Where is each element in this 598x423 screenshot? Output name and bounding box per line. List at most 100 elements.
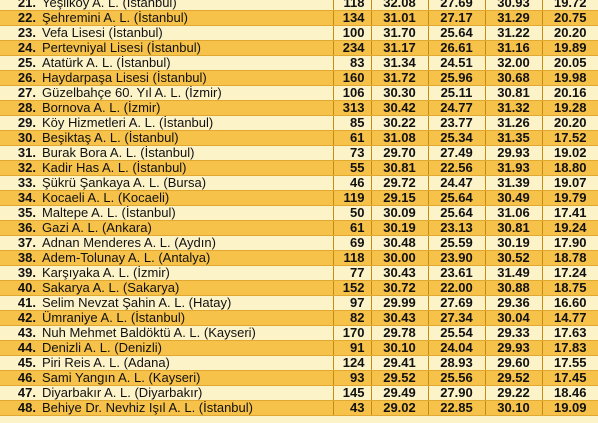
school-name: Haydarpaşa Lisesi (İstanbul) xyxy=(40,70,333,86)
score: 29.22 xyxy=(484,385,542,401)
score: 18.46 xyxy=(541,385,598,401)
rank: 25. xyxy=(0,55,40,71)
score: 31.08 xyxy=(370,130,428,146)
score: 17.24 xyxy=(541,265,598,281)
rank: 42. xyxy=(0,310,40,326)
table-row: 40. Sakarya A. L. (Sakarya) 152 30.72 22.00 3… xyxy=(0,280,598,296)
table-row: 48. Behiye Dr. Nevhiz Işıl A. L. (İstanbu… xyxy=(0,400,598,416)
table-row: 34. Kocaeli A. L. (Kocaeli) 119 29.15 25.64 3… xyxy=(0,190,598,206)
student-count: 77 xyxy=(332,265,371,281)
score: 20.16 xyxy=(541,85,598,101)
student-count: 234 xyxy=(332,40,371,56)
table-row: 21. Yeşilköy A. L. (İstanbul) 118 32.08 27.6… xyxy=(0,0,598,11)
student-count: 170 xyxy=(332,325,371,341)
score: 17.45 xyxy=(541,370,598,386)
score: 30.72 xyxy=(370,280,428,296)
score: 20.20 xyxy=(541,25,598,41)
school-name: Atatürk A. L. (İstanbul) xyxy=(40,55,333,71)
score: 17.55 xyxy=(541,355,598,371)
score: 29.41 xyxy=(370,355,428,371)
student-count: 83 xyxy=(332,55,371,71)
table-row: 44. Denizli A. L. (Denizli) 91 30.10 24.04 29… xyxy=(0,340,598,356)
score: 23.13 xyxy=(427,220,485,236)
rank: 37. xyxy=(0,235,40,251)
score: 24.47 xyxy=(427,175,485,191)
score: 31.70 xyxy=(370,25,428,41)
table-row: 39. Karşıyaka A. L. (İzmir) 77 30.43 23.61 31… xyxy=(0,265,598,281)
rank: 36. xyxy=(0,220,40,236)
rank: 43. xyxy=(0,325,40,341)
rank: 48. xyxy=(0,400,40,416)
score: 25.54 xyxy=(427,325,485,341)
table-row: 22. Şehremini A. L. (İstanbul) 134 31.01 27.… xyxy=(0,10,598,26)
school-name: Köy Hizmetleri A. L. (İstanbul) xyxy=(40,115,333,131)
rank: 30. xyxy=(0,130,40,146)
score: 30.10 xyxy=(484,400,542,416)
score: 31.17 xyxy=(370,40,428,56)
rank: 32. xyxy=(0,160,40,176)
rank: 33. xyxy=(0,175,40,191)
score: 24.77 xyxy=(427,100,485,116)
score: 29.52 xyxy=(370,370,428,386)
student-count: 91 xyxy=(332,340,371,356)
score: 19.98 xyxy=(541,70,598,86)
rank: 31. xyxy=(0,145,40,161)
score: 30.19 xyxy=(484,235,542,251)
score: 30.93 xyxy=(484,0,542,11)
score: 30.48 xyxy=(370,235,428,251)
score: 31.26 xyxy=(484,115,542,131)
student-count: 97 xyxy=(332,295,371,311)
score: 19.02 xyxy=(541,145,598,161)
score: 29.93 xyxy=(484,340,542,356)
score: 18.75 xyxy=(541,280,598,296)
table-row: 28. Bornova A. L. (İzmir) 313 30.42 24.77 31.… xyxy=(0,100,598,116)
score: 30.30 xyxy=(370,85,428,101)
rank: 40. xyxy=(0,280,40,296)
student-count: 118 xyxy=(332,0,371,11)
rank: 26. xyxy=(0,70,40,86)
score: 29.70 xyxy=(370,145,428,161)
score: 27.49 xyxy=(427,145,485,161)
school-name: Kocaeli A. L. (Kocaeli) xyxy=(40,190,333,206)
school-name: Maltepe A. L. (İstanbul) xyxy=(40,205,333,221)
student-count: 73 xyxy=(332,145,371,161)
score: 19.79 xyxy=(541,190,598,206)
score: 30.10 xyxy=(370,340,428,356)
rank: 44. xyxy=(0,340,40,356)
school-name: Şükrü Şankaya A. L. (Bursa) xyxy=(40,175,333,191)
score: 30.22 xyxy=(370,115,428,131)
score: 16.60 xyxy=(541,295,598,311)
score: 30.68 xyxy=(484,70,542,86)
table-row: 30. Beşiktaş A. L. (İstanbul) 61 31.08 25.34… xyxy=(0,130,598,146)
table-row: 24. Pertevniyal Lisesi (İstanbul) 234 31.17… xyxy=(0,40,598,56)
score: 29.15 xyxy=(370,190,428,206)
rank: 39. xyxy=(0,265,40,281)
score: 28.93 xyxy=(427,355,485,371)
student-count: 313 xyxy=(332,100,371,116)
school-name: Burak Bora A. L. (İstanbul) xyxy=(40,145,333,161)
score: 25.56 xyxy=(427,370,485,386)
school-name: Denizli A. L. (Denizli) xyxy=(40,340,333,356)
score: 25.64 xyxy=(427,25,485,41)
school-name: Güzelbahçe 60. Yıl A. L. (İzmir) xyxy=(40,85,333,101)
score: 30.49 xyxy=(484,190,542,206)
rank: 35. xyxy=(0,205,40,221)
score: 27.34 xyxy=(427,310,485,326)
score: 22.85 xyxy=(427,400,485,416)
score: 19.07 xyxy=(541,175,598,191)
school-name: Sami Yangın A. L. (Kayseri) xyxy=(40,370,333,386)
score: 30.04 xyxy=(484,310,542,326)
score: 31.22 xyxy=(484,25,542,41)
school-name: Diyarbakır A. L. (Diyarbakır) xyxy=(40,385,333,401)
score: 31.32 xyxy=(484,100,542,116)
rank: 47. xyxy=(0,385,40,401)
rank: 27. xyxy=(0,85,40,101)
score: 14.77 xyxy=(541,310,598,326)
school-name: Beşiktaş A. L. (İstanbul) xyxy=(40,130,333,146)
table-row: 41. Selim Nevzat Şahin A. L. (Hatay) 97 29.… xyxy=(0,295,598,311)
score: 19.09 xyxy=(541,400,598,416)
score: 29.93 xyxy=(484,145,542,161)
score: 17.41 xyxy=(541,205,598,221)
